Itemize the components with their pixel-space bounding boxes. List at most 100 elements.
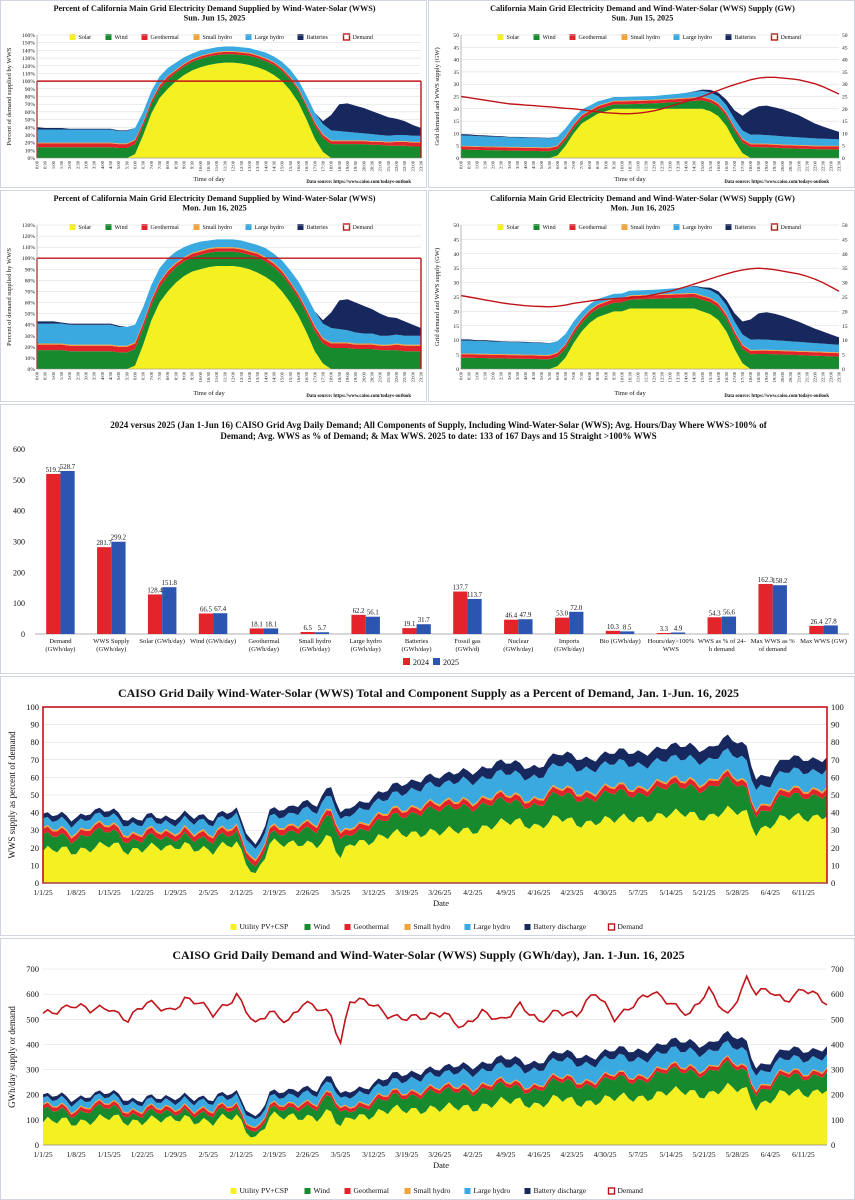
x-tick-label: 18:00: [329, 160, 334, 171]
x-tick-label: 17:00: [312, 160, 317, 171]
bar-2024-wws-as-of-24-h-demand: [707, 617, 722, 634]
x-tick-label: 3:30: [515, 160, 520, 169]
legend-swatch-2024: [403, 658, 410, 665]
legend-swatch-2025: [433, 658, 440, 665]
y-tick-label: 50: [31, 790, 40, 800]
x-tick-label: 22:30: [402, 371, 407, 382]
x-tick-label: 10:00: [198, 160, 203, 171]
x-tick-label: 21:30: [804, 160, 809, 171]
x-tick-label: 19:00: [345, 371, 350, 382]
x-tick-label: 6:00: [133, 371, 138, 380]
demand-line: [460, 267, 840, 308]
x-tick-label: 13:00: [668, 160, 673, 171]
bar-2024-large-hydro-gwh-day: [351, 614, 366, 634]
y-tick-label: 20: [31, 843, 40, 853]
legend-swatch-large-hydro: [245, 34, 252, 40]
x-tick-label: 4/23/25: [561, 888, 584, 897]
x-tick-label: 22:30: [820, 160, 825, 171]
chart-subtitle: Sun. Jun 15, 2025: [184, 14, 246, 23]
y-tick-label: 90%: [25, 87, 36, 93]
x-tick-label: 10:00: [619, 371, 624, 382]
y-tick-label: 10%: [25, 148, 36, 154]
x-tick-label: 21:30: [804, 371, 809, 382]
x-tick-label: 19:00: [764, 160, 769, 171]
legend-swatch-wind: [105, 34, 112, 40]
bar-2024-wws-supply-gwh-day: [97, 547, 112, 634]
bar-2024-bio-gwh-day: [605, 630, 621, 634]
legend-swatch-wind: [533, 34, 540, 40]
x-tick-label: 5/7/25: [628, 888, 647, 897]
y-tick-label: 60%: [25, 110, 36, 116]
x-tick-label: 4:00: [523, 371, 528, 380]
area-large-hydro: [43, 748, 827, 860]
x-tick-label: 2:00: [67, 371, 72, 380]
x-tick-label: 4:30: [108, 160, 113, 169]
y-tick-label-right: 700: [831, 964, 844, 974]
area-large-hydro: [43, 1040, 827, 1127]
y-axis-label: Percent of demand supplied by WWS: [6, 248, 13, 346]
chart-subtitle: Mon. Jun 16, 2025: [182, 204, 246, 213]
x-tick-label: 18:30: [337, 160, 342, 171]
y-tick-label-right: 50: [842, 33, 848, 39]
data-source: Data source: https://www.caiso.com/today…: [724, 394, 829, 399]
x-tick-label: 20:30: [369, 371, 374, 382]
y-tick-label: 15: [453, 119, 459, 125]
x-tick-label: 4:30: [531, 160, 536, 169]
legend-label-solar: Solar: [507, 225, 520, 231]
x-tick-label: 13:30: [255, 371, 260, 382]
x-tick-label: 12:30: [239, 160, 244, 171]
y-tick-label-right: 50: [842, 223, 848, 229]
area-solar: [37, 62, 421, 158]
data-source: Data source: https://www.caiso.com/today…: [724, 180, 829, 185]
y-tick-label: 10%: [25, 356, 36, 362]
x-tick-label: 3:00: [84, 371, 89, 380]
legend-label-geothermal: Geothermal: [354, 1186, 389, 1195]
area-wind: [461, 100, 839, 158]
x-tick-label: 3/12/25: [362, 1150, 385, 1159]
y-tick-label-right: 0: [831, 1140, 835, 1150]
bar-label-2024: 66.5: [200, 606, 212, 613]
legend-label-small-hydro: Small hydro: [203, 225, 233, 231]
x-tick-label: 0:30: [43, 371, 48, 380]
x-tick-label: 16:00: [716, 371, 721, 382]
x-tick-label: 2:00: [67, 160, 72, 169]
x-tick-label: 14:00: [263, 371, 268, 382]
area-solar: [43, 805, 827, 883]
x-tick-label: 15:30: [288, 160, 293, 171]
x-tick-label: 3/19/25: [395, 1150, 418, 1159]
x-tick-label: 16:30: [304, 371, 309, 382]
bar-label-2024: 53.0: [556, 611, 568, 618]
bar-2025-batteries-gwh-day: [416, 624, 431, 634]
x-tick-label: 8:30: [173, 371, 178, 380]
x-tick-label: 7:30: [579, 160, 584, 169]
y-tick-label: 30: [453, 82, 459, 88]
x-tick-label: 15:00: [700, 160, 705, 171]
x-tick-label: 14:30: [692, 371, 697, 382]
x-tick-label: 4:00: [523, 160, 528, 169]
bar-label-2025: 8.5: [623, 624, 632, 631]
x-tick-label: 3:00: [507, 371, 512, 380]
x-tick-label: 7:30: [157, 160, 162, 169]
y-tick-label-right: 100: [831, 702, 844, 712]
x-tick-label: 22:00: [394, 160, 399, 171]
x-tick-label: 13:00: [668, 371, 673, 382]
y-tick-label: 50: [453, 223, 459, 229]
x-tick-label: 2/19/25: [263, 1150, 286, 1159]
legend-label-batteries: Batteries: [735, 225, 757, 231]
legend-swatch-wind: [105, 224, 112, 230]
x-tick-label: 6:30: [563, 371, 568, 380]
x-tick-label: 16:30: [724, 371, 729, 382]
x-tick-label: 9:00: [603, 160, 608, 169]
x-tick-label: 23:30: [419, 371, 424, 382]
x-tick-label: 1:30: [483, 160, 488, 169]
chart-title: Percent of California Main Grid Electric…: [53, 194, 375, 203]
x-tick-label: 11:30: [222, 371, 227, 382]
bar-label-2025: 18.1: [265, 621, 277, 628]
y-tick-label: 30: [31, 825, 40, 835]
x-tick-label: 5/7/25: [628, 1150, 647, 1159]
legend-label-demand: Demand: [781, 35, 801, 41]
x-tick-label: 0:00: [35, 371, 40, 380]
y-tick-label: 400: [13, 507, 25, 516]
x-tick-label: 3/5/25: [331, 888, 350, 897]
category-label: WWS as % of 24-: [698, 638, 746, 645]
